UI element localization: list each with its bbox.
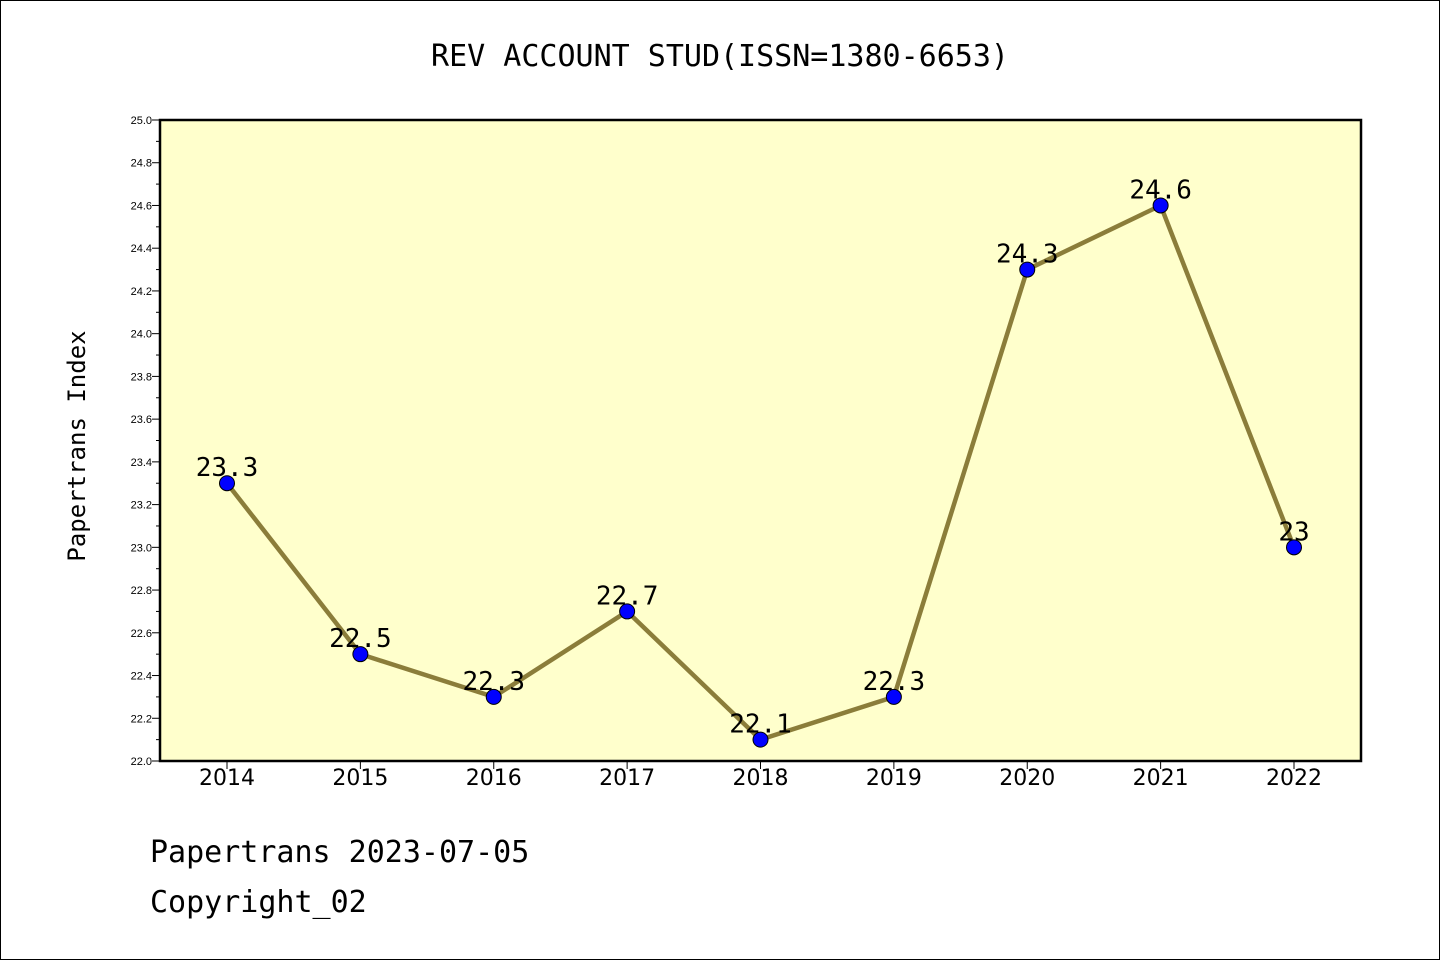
data-label-2018: 22.1	[729, 710, 792, 740]
data-point-2014	[219, 475, 235, 492]
data-point-2022	[1286, 539, 1302, 556]
x-tick-label-2018: 2018	[733, 766, 789, 791]
x-tick-label-2021: 2021	[1133, 766, 1189, 791]
data-labels: 23.3 22.5 22.3 22.7 22.1 22.3 24.3 24.6 23	[196, 175, 1310, 739]
data-label-2022: 23	[1278, 517, 1309, 547]
y-tick-label-13: 24.6	[131, 200, 152, 212]
data-label-2019: 22.3	[863, 667, 926, 697]
y-tick-label-0: 22.0	[131, 756, 152, 768]
series-line-group	[219, 197, 1302, 748]
footer-copyright: Copyright_02	[150, 885, 367, 920]
data-label-2020: 24.3	[996, 240, 1059, 270]
y-tick-label-4: 22.8	[131, 585, 152, 597]
data-point-2016	[485, 688, 502, 705]
y-tick-label-1: 22.2	[131, 713, 152, 725]
x-tick-label-2019: 2019	[866, 766, 922, 791]
y-tick-label-2: 22.4	[131, 671, 152, 683]
data-point-2021	[1152, 197, 1169, 214]
data-point-2015	[352, 646, 369, 663]
y-axis: 22.0 22.2 22.4 22.6 22.8 23.0 23.2 23.4 23.6 23.8…	[131, 115, 160, 768]
y-tick-label-9: 23.8	[131, 371, 152, 383]
data-point-2017	[619, 603, 636, 620]
data-label-2014: 23.3	[196, 453, 259, 483]
plot-area	[160, 120, 1361, 761]
x-tick-label-2016: 2016	[466, 766, 522, 791]
footer-date: Papertrans 2023-07-05	[150, 835, 530, 870]
y-tick-label-11: 24.2	[131, 286, 152, 298]
x-tick-label-2022: 2022	[1266, 766, 1322, 791]
y-tick-label-14: 24.8	[131, 158, 152, 170]
y-tick-label-12: 24.4	[131, 243, 152, 255]
data-label-2015: 22.5	[329, 624, 392, 654]
x-axis: 2014 2015 2016 2017 2018 2019 2020 2021 2022	[199, 761, 1322, 791]
plot-border	[158, 118, 1363, 763]
chart-title: REV ACCOUNT STUD(ISSN=1380-6653)	[431, 39, 1009, 74]
data-point-2019	[885, 688, 902, 705]
x-tick-label-2015: 2015	[332, 766, 388, 791]
data-point-2018	[752, 731, 769, 748]
data-label-2017: 22.7	[596, 581, 659, 611]
y-tick-label-8: 23.6	[131, 414, 152, 426]
y-tick-label-3: 22.6	[131, 628, 152, 640]
y-tick-label-6: 23.2	[131, 500, 152, 512]
y-tick-label-7: 23.4	[131, 457, 152, 469]
data-label-2021: 24.6	[1129, 175, 1192, 205]
y-tick-label-15: 25.0	[131, 115, 152, 127]
x-tick-label-2020: 2020	[999, 766, 1055, 791]
data-point-2020	[1019, 261, 1036, 278]
y-tick-label-10: 24.0	[131, 329, 152, 341]
y-axis-label: Papertrans Index	[63, 330, 91, 561]
x-tick-label-2014: 2014	[199, 766, 255, 791]
data-label-2016: 22.3	[462, 667, 525, 697]
x-tick-label-2017: 2017	[599, 766, 655, 791]
y-tick-label-5: 23.0	[131, 542, 152, 554]
